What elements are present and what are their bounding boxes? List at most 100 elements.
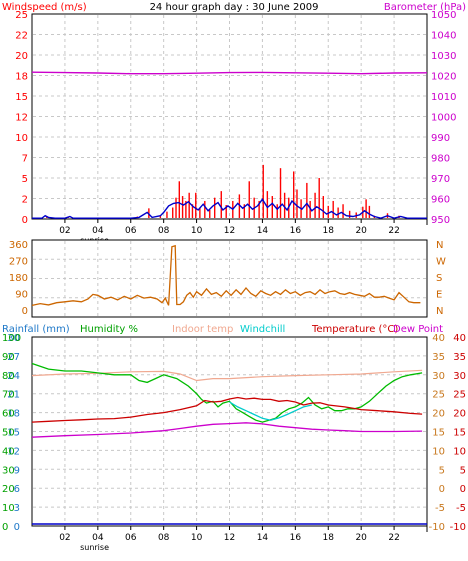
legend-entry: Humidity % [80, 324, 138, 335]
temperature-tick-label: -5 [456, 503, 466, 514]
dewpoint-tick-label: 20 [432, 409, 445, 420]
rainfall-tick-label: 24 [7, 371, 20, 382]
rainfall-tick-label: 30 [7, 333, 20, 344]
windchill-line [229, 401, 312, 421]
wind-panel [31, 13, 428, 220]
windspeed-axis-title: Windspeed (m/s) [2, 2, 87, 13]
temp-panel-x-tick-label: 04 [92, 533, 104, 543]
rainfall-tick-label: 18 [7, 409, 20, 420]
temperature-tick-label: -10 [450, 522, 466, 533]
temperature-tick-label: 20 [453, 409, 466, 420]
temperature-tick-label: 30 [453, 371, 466, 382]
windspeed-tick-label: 7 [22, 154, 28, 165]
temp-panel-x-tick-label: 06 [125, 533, 137, 543]
humidity-tick-label: 10 [2, 503, 15, 514]
temperature-tick-label: 40 [453, 333, 466, 344]
page-title: 24 hour graph day : 30 June 2009 [150, 2, 319, 13]
humidity-line [31, 362, 423, 423]
dewpoint-tick-label: -10 [429, 522, 445, 533]
humidity-tick-label: 90 [2, 352, 15, 363]
barometer-tick-label: 1050 [431, 10, 456, 21]
windspeed-tick-label: 12 [15, 113, 28, 124]
direction-tick-label: 0 [22, 306, 28, 317]
wind-panel-x-tick-label: 18 [323, 226, 335, 236]
rainfall-tick-label: 12 [7, 446, 20, 457]
humidity-tick-label: 40 [2, 446, 15, 457]
humidity-tick-label: 80 [2, 371, 15, 382]
temp-panel-x-tick-label: 16 [290, 533, 302, 543]
windspeed-tick-label: 15 [15, 92, 28, 103]
compass-label: N [436, 240, 443, 251]
compass-label: E [436, 290, 442, 301]
humidity-tick-label: 20 [2, 484, 15, 495]
barometer-tick-label: 970 [431, 174, 450, 185]
dewpoint-tick-label: 40 [432, 333, 445, 344]
dewpoint-tick-label: 0 [439, 484, 445, 495]
dewpoint-tick-label: -5 [435, 503, 445, 514]
wind-average-line [32, 198, 427, 219]
barometer-tick-label: 950 [431, 215, 450, 226]
windspeed-tick-label: 2 [22, 195, 28, 206]
dewpoint-tick-label: 30 [432, 371, 445, 382]
wind-panel-x-tick-label: 08 [158, 226, 170, 236]
windspeed-tick-label: 0 [22, 215, 28, 226]
rainfall-tick-label: 3 [14, 503, 20, 514]
wind-panel-x-tick-label: 20 [355, 226, 367, 236]
temperature-tick-label: 5 [460, 465, 466, 476]
temperature-tick-label: 35 [453, 352, 466, 363]
windspeed-tick-label: 10 [15, 133, 28, 144]
wind-panel-x-tick-label: 14 [257, 226, 269, 236]
humidity-tick-label: 100 [2, 333, 21, 344]
temperature-tick-label: 0 [460, 484, 466, 495]
legend-entry: Windchill [240, 324, 285, 335]
compass-label: S [436, 273, 442, 284]
barometer-line [31, 71, 428, 75]
dewpoint-tick-label: 15 [432, 428, 445, 439]
temp-panel-x-tick-label: 02 [59, 533, 70, 543]
rainfall-tick-label: 15 [7, 428, 20, 439]
dewpoint-tick-label: 10 [432, 446, 445, 457]
temperature-tick-label: 25 [453, 390, 466, 401]
rainfall-tick-label: 21 [7, 390, 20, 401]
temp-panel-x-tick-label: 12 [224, 533, 235, 543]
wind-panel-x-tick-label: 02 [59, 226, 70, 236]
windspeed-tick-label: 5 [22, 174, 28, 185]
humidity-tick-label: 0 [2, 522, 8, 533]
barometer-tick-label: 960 [431, 195, 450, 206]
wind-panel-x-tick-label: 10 [191, 226, 203, 236]
humidity-tick-label: 70 [2, 390, 15, 401]
barometer-tick-label: 1020 [431, 72, 456, 83]
wind-panel-x-tick-label: 04 [92, 226, 104, 236]
barometer-tick-label: 1010 [431, 92, 456, 103]
wind-panel-x-tick-label: 22 [388, 226, 399, 236]
dewpoint-line [31, 422, 423, 438]
temp-panel-x-tick-label: 20 [355, 533, 367, 543]
temp-panel-x-tick-label: 14 [257, 533, 269, 543]
legend-entry: Dew Point [393, 324, 443, 335]
rainfall-tick-label: 27 [7, 352, 20, 363]
temp-panel-x-tick-label: 08 [158, 533, 170, 543]
temperature-line [31, 396, 423, 423]
compass-label: N [436, 306, 443, 317]
compass-label: W [436, 257, 446, 268]
windspeed-tick-label: 20 [15, 51, 28, 62]
windspeed-tick-label: 25 [15, 10, 28, 21]
barometer-tick-label: 1030 [431, 51, 456, 62]
humidity-tick-label: 30 [2, 465, 15, 476]
barometer-axis-title: Barometer (hPa) [384, 2, 466, 13]
legend-entry: Rainfall (mm) [2, 324, 70, 335]
temp-panel-sunrise-label: sunrise [80, 543, 109, 552]
temperature-tick-label: 10 [453, 446, 466, 457]
wind-direction-line [31, 244, 421, 307]
temp-panel-x-tick-label: 22 [388, 533, 399, 543]
rainfall-tick-label: 0 [14, 522, 20, 533]
temp-panel-x-tick-label: 18 [323, 533, 335, 543]
dewpoint-tick-label: 35 [432, 352, 445, 363]
direction-tick-label: 270 [9, 257, 28, 268]
rainfall-tick-label: 9 [14, 465, 20, 476]
barometer-tick-label: 1000 [431, 113, 456, 124]
indoor-temp-line [31, 369, 423, 382]
direction-tick-label: 360 [9, 240, 28, 251]
barometer-tick-label: 980 [431, 154, 450, 165]
